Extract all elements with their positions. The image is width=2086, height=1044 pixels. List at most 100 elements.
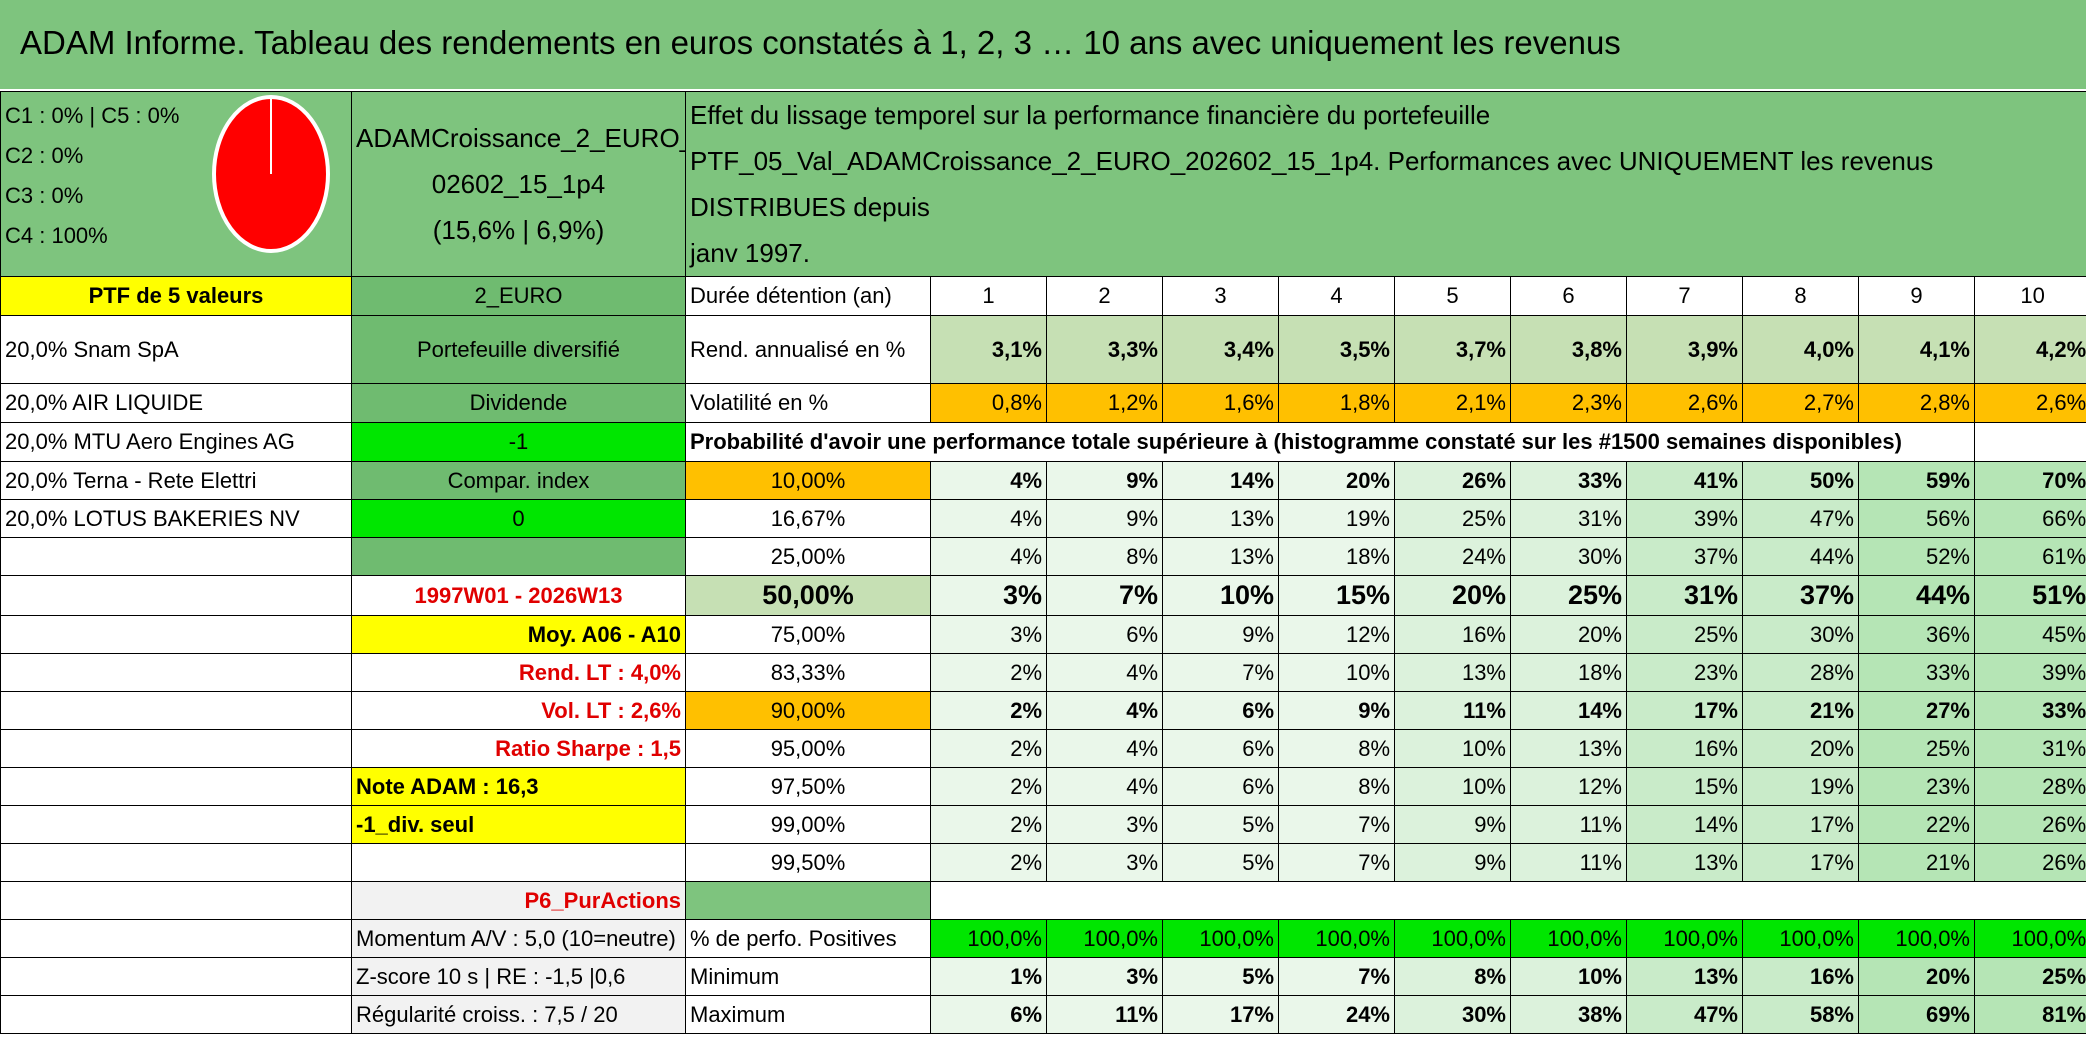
table-row: 20,0% MTU Aero Engines AG -1 Probabilité d… <box>0 422 2086 462</box>
probability-value: 23% <box>1626 653 1743 692</box>
p6-label: P6_PurActions <box>351 881 686 920</box>
probability-value: 13% <box>1162 499 1279 538</box>
description-cell: Effet du lissage temporel sur la perform… <box>684 91 2086 277</box>
vol-value: 1,8% <box>1278 383 1395 423</box>
fund-stats: (15,6% | 6,9%) <box>432 215 605 245</box>
table-row: 25,00% 4% 8% 13% 18% 24% 30% 37% 44% 52% 61% <box>0 537 2086 576</box>
row-label: Maximum <box>685 995 931 1034</box>
probability-value: 18% <box>1278 537 1395 576</box>
probability-value: 41% <box>1626 461 1743 500</box>
empty-cell <box>0 575 352 616</box>
probability-value: 17% <box>1626 691 1743 730</box>
probability-value: 70% <box>1973 461 2086 500</box>
probability-threshold: 99,50% <box>685 843 931 882</box>
probability-threshold: 83,33% <box>685 653 931 692</box>
probability-value: 16% <box>1394 615 1511 654</box>
probability-value: 45% <box>1973 615 2086 654</box>
performance-table: C1 : 0% | C5 : 0% C2 : 0% C3 : 0% C4 : 1… <box>0 91 2086 1034</box>
empty-cell <box>0 615 352 654</box>
min-value: 7% <box>1278 957 1395 996</box>
probability-value: 6% <box>1162 691 1279 730</box>
positive-value: 100,0% <box>1162 919 1279 958</box>
table-row: 20,0% LOTUS BAKERIES NV 0 16,67% 4% 9% 13% 19%… <box>0 499 2086 538</box>
probability-value: 17% <box>1742 805 1859 844</box>
probability-value: 10% <box>1394 729 1511 768</box>
probability-value: 2% <box>930 729 1047 768</box>
probability-value: 14% <box>1626 805 1743 844</box>
probability-value: 21% <box>1742 691 1859 730</box>
rend-value: 3,4% <box>1162 315 1279 384</box>
min-value: 8% <box>1394 957 1511 996</box>
max-value: 81% <box>1973 995 2086 1034</box>
probability-value: 14% <box>1162 461 1279 500</box>
probability-value: 9% <box>1278 691 1395 730</box>
div-seul: -1_div. seul <box>351 805 686 844</box>
probability-value: 8% <box>1278 729 1395 768</box>
probability-value: 4% <box>1046 653 1163 692</box>
probability-value: 11% <box>1394 691 1511 730</box>
rend-value: 3,9% <box>1626 315 1743 384</box>
probability-value: 36% <box>1858 615 1975 654</box>
rend-value: 3,7% <box>1394 315 1511 384</box>
year-header: 2 <box>1046 276 1163 316</box>
probability-value: 9% <box>1046 461 1163 500</box>
probability-value: 7% <box>1278 843 1395 882</box>
table-row: Z-score 10 s | RE : -1,5 |0,6 Minimum 1% 3%… <box>0 957 2086 996</box>
probability-value: 26% <box>1973 843 2086 882</box>
probability-value: 59% <box>1858 461 1975 500</box>
probability-value: 16% <box>1626 729 1743 768</box>
probability-value: 33% <box>1510 461 1627 500</box>
empty-cell <box>685 881 931 920</box>
year-header: 6 <box>1510 276 1627 316</box>
probability-value: 37% <box>1626 537 1743 576</box>
probability-value: 30% <box>1742 615 1859 654</box>
probability-value: 44% <box>1742 537 1859 576</box>
positive-value: 100,0% <box>1394 919 1511 958</box>
probability-value: 25% <box>1858 729 1975 768</box>
report-title: ADAM Informe. Tableau des rendements en … <box>0 0 2086 89</box>
table-row: Vol. LT : 2,6% 90,00% 2% 4% 6% 9% 11% 14% 17% 21%… <box>0 691 2086 730</box>
holding: 20,0% LOTUS BAKERIES NV <box>0 499 352 538</box>
positive-value: 100,0% <box>1858 919 1975 958</box>
holding: 20,0% Terna - Rete Elettri <box>0 461 352 500</box>
min-value: 3% <box>1046 957 1163 996</box>
year-header: 9 <box>1858 276 1975 316</box>
probability-value: 17% <box>1742 843 1859 882</box>
empty-cell <box>351 537 686 576</box>
max-value: 47% <box>1626 995 1743 1034</box>
momentum: Momentum A/V : 5,0 (10=neutre) <box>351 919 686 958</box>
empty-cell <box>351 843 686 882</box>
max-value: 58% <box>1742 995 1859 1034</box>
vol-value: 2,1% <box>1394 383 1511 423</box>
table-row: Note ADAM : 16,3 97,50% 2% 4% 6% 8% 10% 12% 15% 1… <box>0 767 2086 806</box>
fund-name: ADAMCroissance_2_EURO_2 <box>356 123 686 153</box>
empty-cell <box>0 957 352 996</box>
holding: 20,0% AIR LIQUIDE <box>0 383 352 423</box>
year-header: 1 <box>930 276 1047 316</box>
rend-value: 3,3% <box>1046 315 1163 384</box>
probability-value: 61% <box>1973 537 2086 576</box>
table-row: PTF de 5 valeurs 2_EURO Durée détention (a… <box>0 276 2086 316</box>
allocation-cell: C1 : 0% | C5 : 0% C2 : 0% C3 : 0% C4 : 1… <box>0 91 352 277</box>
compar-label: Compar. index <box>351 461 686 500</box>
min-value: 5% <box>1162 957 1279 996</box>
table-row: 99,50% 2% 3% 5% 7% 9% 11% 13% 17% 21% 26% <box>0 843 2086 882</box>
probability-value: 4% <box>930 537 1047 576</box>
min-value: 25% <box>1973 957 2086 996</box>
probability-value: 4% <box>1046 729 1163 768</box>
probability-value: 44% <box>1858 575 1975 616</box>
positive-value: 100,0% <box>1973 919 2086 958</box>
currency: 2_EURO <box>351 276 686 316</box>
probability-value: 8% <box>1278 767 1395 806</box>
probability-value: 56% <box>1858 499 1975 538</box>
probability-value: 10% <box>1162 575 1279 616</box>
probability-value: 5% <box>1162 805 1279 844</box>
table-row: -1_div. seul 99,00% 2% 3% 5% 7% 9% 11% 14% 17% 22%… <box>0 805 2086 844</box>
probability-value: 9% <box>1162 615 1279 654</box>
probability-value: 12% <box>1278 615 1395 654</box>
probability-value: 50% <box>1742 461 1859 500</box>
empty-cell <box>0 843 352 882</box>
probability-value: 9% <box>1046 499 1163 538</box>
sharpe-ratio: Ratio Sharpe : 1,5 <box>351 729 686 768</box>
empty-cell <box>0 537 352 576</box>
